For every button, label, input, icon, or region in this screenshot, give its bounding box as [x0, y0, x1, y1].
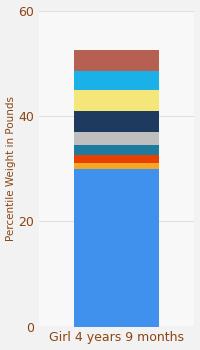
Bar [74, 145, 159, 155]
Bar [74, 155, 159, 163]
Bar [74, 169, 159, 327]
Bar [74, 50, 159, 71]
Bar [74, 90, 159, 111]
Bar [74, 132, 159, 145]
Bar [74, 71, 159, 90]
Bar [74, 111, 159, 132]
Bar [74, 163, 159, 169]
Y-axis label: Percentile Weight in Pounds: Percentile Weight in Pounds [6, 96, 16, 241]
